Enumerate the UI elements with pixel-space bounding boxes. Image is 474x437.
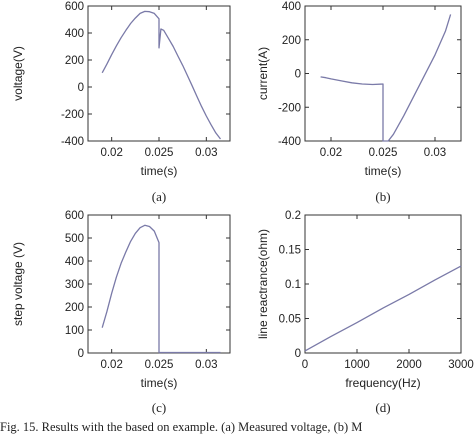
x-tick-label: 0.03 (424, 147, 446, 159)
x-tick-label: 0.025 (145, 147, 174, 159)
chart-a-voltage: 0.02 0.025 0.03 -400 -200 0 200 400 600 time(s) vo… (11, 1, 231, 204)
x-tick-label: 0.03 (195, 359, 217, 371)
chart-b-current: 0.02 0.025 0.03 -400 -200 0 200 400 time(s) curre… (256, 1, 462, 204)
x-tick-label: 0.02 (320, 147, 342, 159)
panel-label: (b) (375, 189, 390, 204)
x-tick-label: 1000 (344, 359, 370, 371)
series-line (320, 14, 452, 142)
panel-label: (c) (152, 400, 166, 415)
y-tick-label: 400 (65, 256, 84, 268)
x-tick-label: 0.03 (195, 147, 217, 159)
y-tick-label: 200 (282, 35, 301, 47)
x-tick-label: 0.025 (145, 359, 174, 371)
series-line (101, 10, 222, 140)
y-axis-label: current(A) (256, 47, 270, 100)
series-line (304, 265, 462, 352)
y-tick-label: -200 (278, 102, 301, 114)
x-tick-label: 2000 (396, 359, 422, 371)
y-tick-label: 600 (65, 1, 84, 13)
y-tick-label: -400 (278, 136, 301, 148)
y-tick-label: 0.15 (279, 245, 301, 257)
x-tick-label: 0.02 (100, 359, 122, 371)
y-axis-label: step voltage (V) (11, 242, 25, 326)
y-tick-label: 0.2 (285, 210, 301, 222)
y-tick-label: 600 (65, 210, 84, 222)
y-tick-label: 500 (65, 233, 84, 245)
y-axis-label: line reactrance(ohm) (256, 229, 270, 339)
y-tick-label: 100 (65, 325, 84, 337)
y-tick-label: 300 (65, 279, 84, 291)
y-tick-label: -400 (61, 136, 84, 148)
y-tick-label: 200 (65, 55, 84, 67)
y-tick-label: 0 (295, 69, 301, 81)
y-tick-label: 0 (295, 348, 301, 360)
y-tick-label: 400 (282, 1, 301, 13)
x-tick-label: 0 (302, 359, 308, 371)
y-tick-label: 0.05 (279, 314, 301, 326)
y-tick-label: 200 (65, 302, 84, 314)
x-tick-label: 0.025 (369, 147, 398, 159)
series-line (101, 224, 221, 354)
x-axis-label: time(s) (365, 164, 402, 178)
chart-d-line-reactance: 0 1000 2000 3000 0 0.05 0.1 0.15 0.2 frequency(Hz… (256, 210, 474, 415)
x-tick-label: 0.02 (100, 147, 122, 159)
x-axis-label: time(s) (141, 376, 178, 390)
x-axis-label: time(s) (141, 164, 178, 178)
y-axis-label: voltage(V) (11, 46, 25, 101)
y-tick-label: 400 (65, 28, 84, 40)
panel-label: (a) (152, 189, 166, 204)
y-tick-label: -200 (61, 109, 84, 121)
x-axis-label: frequency(Hz) (345, 376, 420, 390)
plot-frame (304, 214, 462, 354)
y-tick-label: 0 (78, 82, 84, 94)
y-tick-label: 0.1 (285, 279, 301, 291)
figure-caption: Fig. 15. Results with the based on examp… (0, 420, 362, 434)
y-tick-label: 0 (78, 348, 84, 360)
chart-c-step-voltage: 0.02 0.025 0.03 0 100 200 300 400 500 600 time(s) s… (11, 210, 231, 415)
panel-label: (d) (375, 400, 390, 415)
x-tick-label: 3000 (448, 359, 474, 371)
